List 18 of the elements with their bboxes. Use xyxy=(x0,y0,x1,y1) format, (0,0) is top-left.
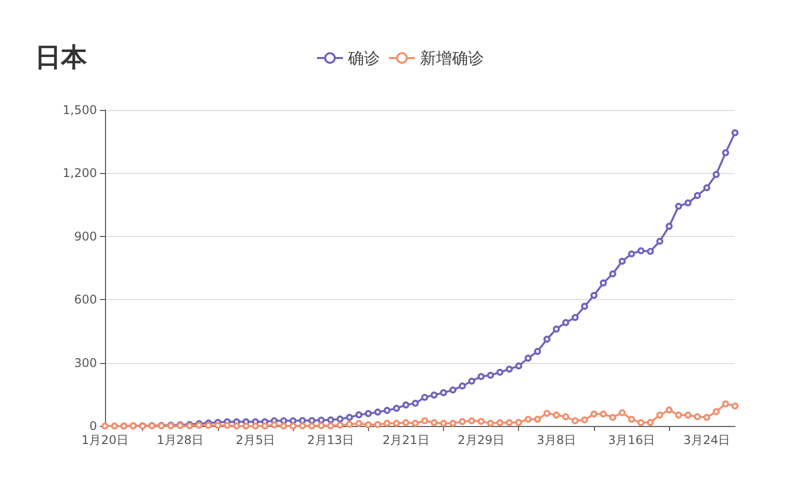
x-tick-label: 1月28日 xyxy=(156,433,204,447)
x-tick-label: 2月21日 xyxy=(382,433,430,447)
legend-label: 确诊 xyxy=(347,48,380,68)
x-tick-label: 3月16日 xyxy=(608,433,656,447)
x-tick-label: 2月29日 xyxy=(458,433,505,447)
x-tick-label: 2月5日 xyxy=(236,433,276,447)
x-tick-label: 1月20日 xyxy=(82,433,128,447)
y-tick-label: 0 xyxy=(89,419,97,433)
legend-label: 新增确诊 xyxy=(420,48,484,68)
y-tick-label: 1,500 xyxy=(62,103,97,117)
x-tick-label: 3月24日 xyxy=(683,433,730,447)
x-tick-label: 2月13日 xyxy=(307,433,354,447)
y-tick-label: 1,200 xyxy=(62,166,97,180)
y-tick-label: 900 xyxy=(74,229,97,244)
y-tick-label: 300 xyxy=(74,356,97,370)
x-tick-label: 3月8日 xyxy=(536,433,576,447)
chart-title: 日本 xyxy=(35,43,88,73)
y-tick-label: 600 xyxy=(74,292,97,307)
